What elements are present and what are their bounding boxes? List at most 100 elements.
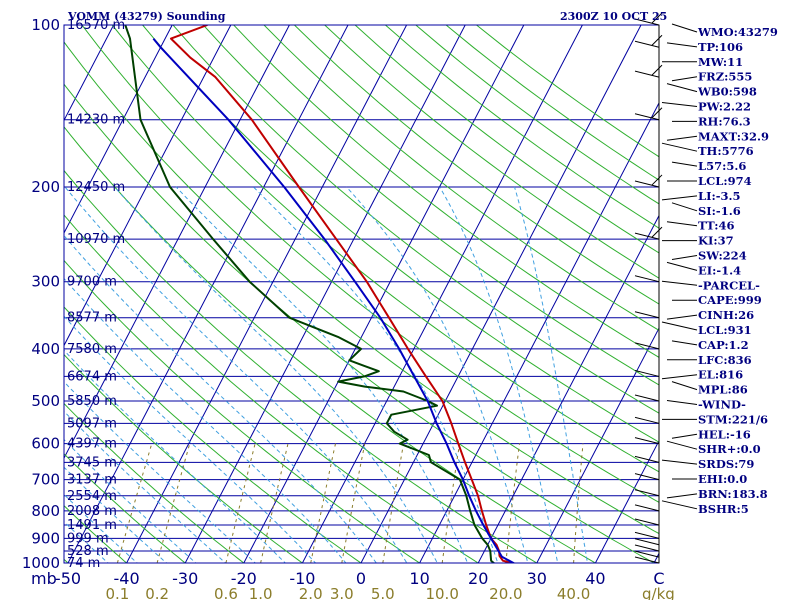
height-label: 74 m <box>67 556 100 571</box>
temperature-tick-label: -40 <box>114 569 140 588</box>
index-line: CAP:1.2 <box>698 338 749 352</box>
mixing-ratio-tick-label: 10.0 <box>425 585 458 600</box>
dry-adiabat <box>263 25 659 331</box>
index-line: WB0:598 <box>697 85 757 99</box>
wind-barb <box>634 311 660 319</box>
index-line: MW:11 <box>698 55 743 69</box>
wind-barb-flag <box>651 64 663 76</box>
index-leader-line <box>671 161 698 167</box>
wind-barb <box>634 232 660 240</box>
parcel-trace <box>152 37 516 563</box>
index-line: LFC:836 <box>698 353 752 367</box>
height-label: 5850 m <box>67 394 117 409</box>
index-leader-line <box>671 433 698 439</box>
wind-barb <box>634 394 660 402</box>
dry-adiabat <box>64 259 421 563</box>
isotherm <box>126 25 408 563</box>
index-leader-line <box>666 261 698 271</box>
pressure-tick-label: 100 <box>31 16 60 34</box>
mixing-ratio-line <box>382 443 405 563</box>
mixing-ratio-tick-label: 40.0 <box>557 585 590 600</box>
chart-title: VOMM (43279) Sounding <box>67 10 226 23</box>
temperature-tick-label: -10 <box>289 569 315 588</box>
moist-adiabat <box>64 234 377 563</box>
mixing-ratio-tick-label: 0.1 <box>105 585 129 600</box>
pressure-tick-label: 300 <box>31 273 60 291</box>
index-line: TT:46 <box>698 219 735 233</box>
index-leader-line <box>671 255 698 260</box>
height-label: 2008 m <box>67 504 117 519</box>
index-line: STM:221/6 <box>698 412 768 426</box>
mixing-ratio-tick-label: 20.0 <box>489 585 522 600</box>
wind-barb <box>634 369 660 377</box>
mixing-ratio-line <box>156 443 191 563</box>
mixing-ratio-line <box>505 443 520 563</box>
wind-barb <box>634 538 660 546</box>
height-label: 12450 m <box>67 180 125 195</box>
mixing-ratio-unit-label: g/kg <box>642 585 675 600</box>
index-line: SI:-1.6 <box>698 204 741 218</box>
index-leader-line <box>661 459 698 465</box>
moist-adiabat <box>439 186 559 563</box>
mixing-ratio-tick-label: 2.0 <box>299 585 323 600</box>
pressure-tick-label: 400 <box>31 340 60 358</box>
index-line: CAPE:999 <box>698 293 762 307</box>
index-leader-line <box>666 314 698 320</box>
dry-adiabat <box>294 25 659 305</box>
index-line: MAXT:32.9 <box>698 129 769 143</box>
dry-adiabat <box>81 25 659 503</box>
mixing-ratio-line <box>310 443 336 563</box>
dry-adiabat <box>64 353 304 563</box>
dry-adiabat <box>64 169 538 563</box>
wind-barb <box>634 473 660 481</box>
moist-adiabat <box>175 186 469 563</box>
wind-barb <box>634 544 660 552</box>
isotherm <box>477 214 659 563</box>
index-leader-line <box>666 83 698 93</box>
wind-barb <box>634 40 660 48</box>
index-line: -WIND- <box>698 398 746 412</box>
index-leader-line <box>661 102 698 107</box>
dry-adiabat <box>64 83 656 563</box>
stability-index-panel: WMO:43279TP:106MW:11FRZ:555WB0:598PW:2.2… <box>661 23 778 516</box>
dry-adiabat <box>64 214 480 563</box>
temperature-tick-label: -20 <box>231 569 257 588</box>
wind-barb-flag <box>651 107 663 119</box>
wind-barb-flag <box>651 12 663 24</box>
height-label: 4397 m <box>67 437 117 452</box>
pressure-tick-label: 200 <box>31 178 60 196</box>
height-label: 16570 m <box>67 18 125 33</box>
isotherm <box>536 327 659 563</box>
dry-adiabat <box>64 504 128 563</box>
index-leader-line <box>666 221 698 227</box>
moist-adiabat <box>253 186 499 563</box>
moist-adiabat <box>64 520 109 563</box>
index-line: TP:106 <box>698 40 743 54</box>
height-label: 14230 m <box>67 113 125 128</box>
moist-adiabat <box>64 277 347 563</box>
wind-barb <box>634 504 660 512</box>
index-line: LCL:974 <box>698 174 752 188</box>
wind-barb <box>634 556 660 564</box>
height-label: 8577 m <box>67 311 117 326</box>
height-label: 6674 m <box>67 369 117 384</box>
wind-barb <box>634 18 660 26</box>
height-label: 10970 m <box>67 232 125 247</box>
index-line: SRDS:79 <box>698 457 754 471</box>
index-line: EL:816 <box>698 368 743 382</box>
temperature-profile <box>170 25 516 563</box>
index-line: SW:224 <box>698 249 747 263</box>
index-line: PW:2.22 <box>698 100 751 114</box>
isotherm <box>594 439 659 563</box>
wind-barb <box>634 550 660 558</box>
height-label: 2554 m <box>67 489 117 504</box>
index-leader-line <box>661 142 698 152</box>
index-line: L57:5.6 <box>698 159 746 173</box>
pressure-tick-label: 500 <box>31 392 60 410</box>
dry-adiabat <box>172 25 659 414</box>
isotherm <box>64 25 115 122</box>
index-line: CINH:26 <box>698 308 754 322</box>
dry-adiabat <box>202 25 659 386</box>
